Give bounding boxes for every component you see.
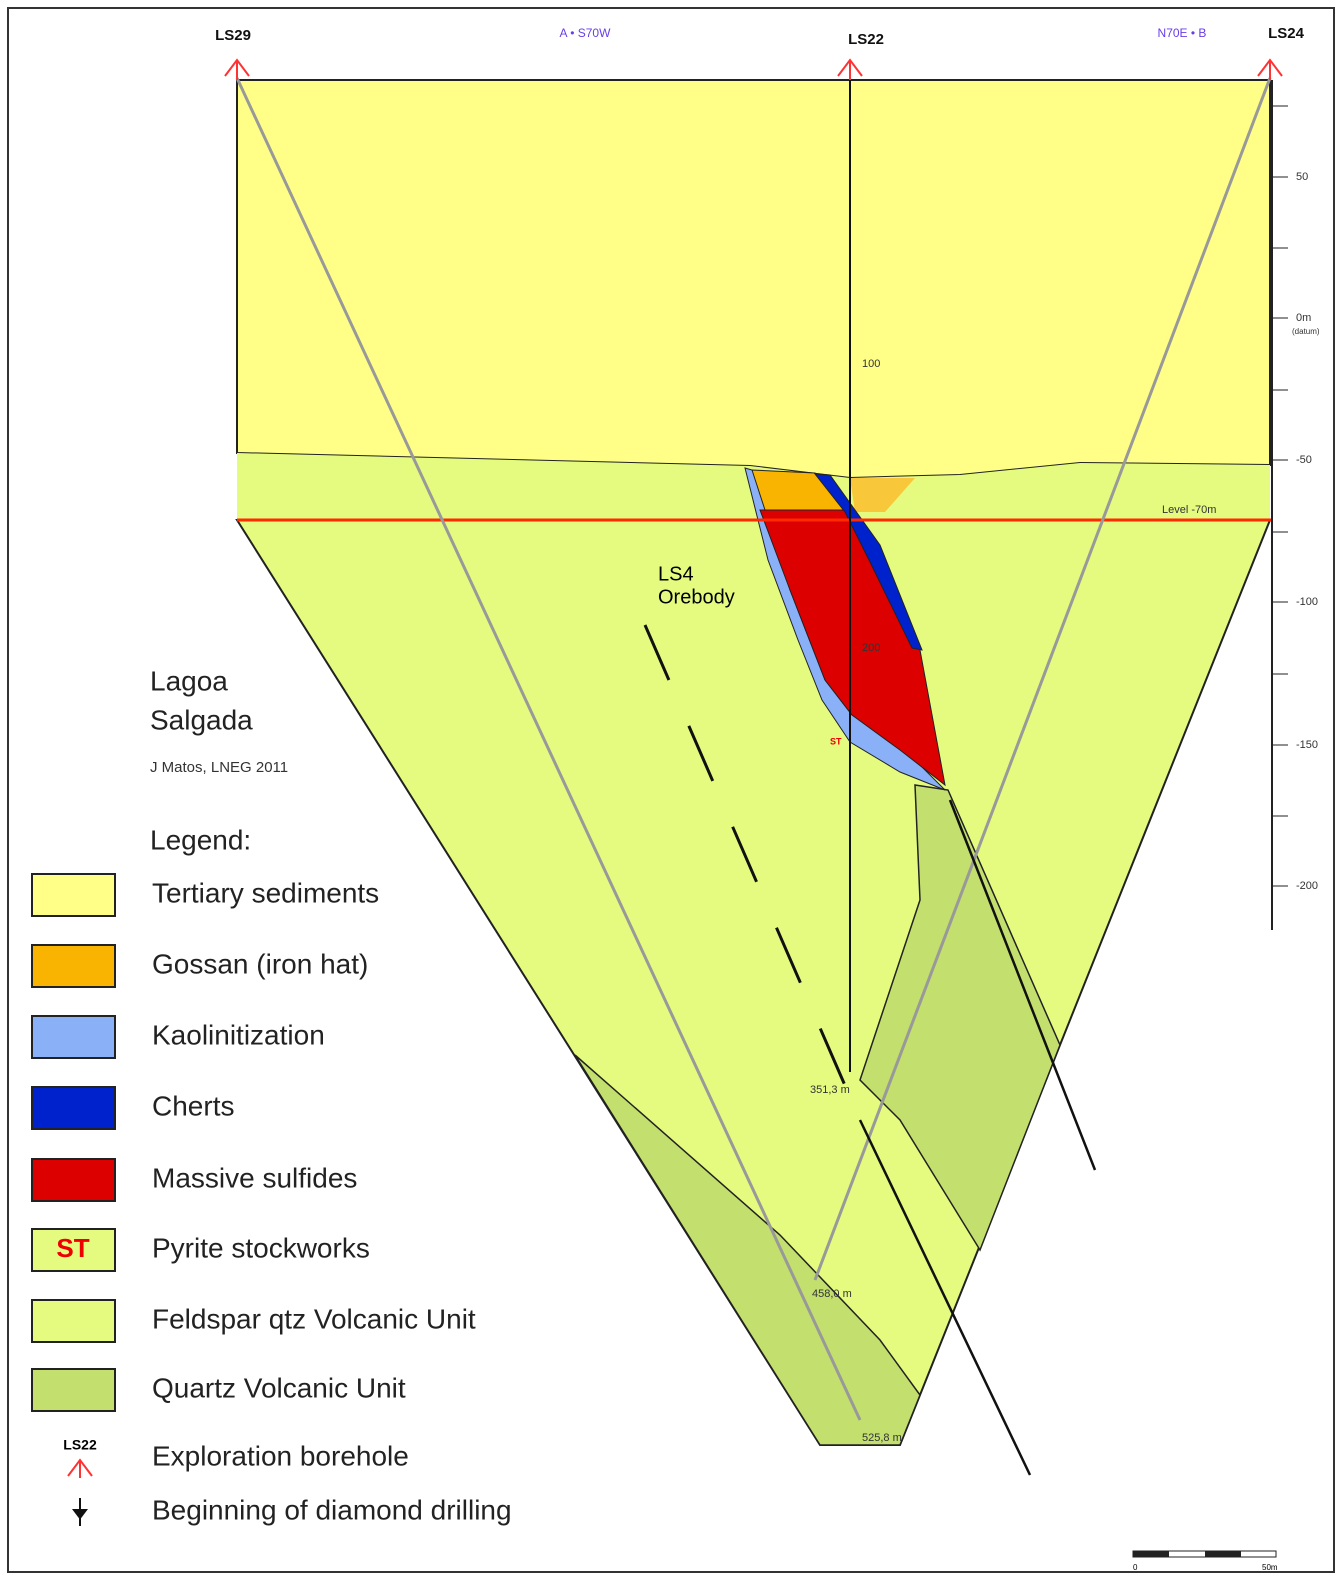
quartz-unit <box>859 784 1061 1252</box>
borehole-icon <box>67 1458 93 1478</box>
elevation-scale <box>1271 80 1288 930</box>
scale-bar: 0 50m <box>1132 1550 1278 1572</box>
legend-swatch <box>31 1015 116 1059</box>
elevation-label: -50 <box>1296 454 1312 466</box>
elevation-label: -200 <box>1296 880 1318 892</box>
swatch-label: ST <box>56 1233 89 1263</box>
legend-label: Kaolinitization <box>152 1019 325 1050</box>
title: Salgada <box>150 704 253 735</box>
borehole-label: LS29 <box>215 27 251 44</box>
depth-label: 200 <box>862 642 880 654</box>
legend-swatch <box>31 1299 116 1343</box>
legend-label: Exploration borehole <box>152 1440 409 1471</box>
orebody-label: LS4 <box>658 563 694 585</box>
scale-bar-fill <box>1133 1551 1241 1557</box>
boreholes <box>224 58 1283 1476</box>
scale-label: 0 <box>1133 1563 1138 1572</box>
depth-label: 525,8 m <box>862 1432 902 1444</box>
orebody-label: Orebody <box>658 586 735 608</box>
borehole-marker <box>224 58 250 80</box>
drill-icon <box>72 1498 88 1526</box>
borehole-ls24 <box>813 77 1272 1281</box>
legend-label: Cherts <box>152 1090 234 1121</box>
title: Lagoa <box>150 665 228 696</box>
borehole-ls29 <box>235 77 862 1421</box>
borehole-marker <box>837 58 863 80</box>
elevation-label: 0m <box>1296 312 1311 324</box>
legend-swatch <box>31 873 116 917</box>
gossan <box>850 478 915 512</box>
legend-label: Tertiary sediments <box>152 877 379 908</box>
scale-label: 50m <box>1262 1563 1278 1572</box>
legend-label: Beginning of diamond drilling <box>152 1494 512 1525</box>
stockwork-label: ST <box>830 736 842 746</box>
borehole-marker <box>1257 58 1283 80</box>
borehole-label: LS24 <box>1268 25 1305 42</box>
fault <box>948 799 1097 1171</box>
fault <box>858 1119 1032 1476</box>
swatch-label: LS22 <box>63 1437 97 1453</box>
depth-label: 458,0 m <box>812 1288 852 1300</box>
quartz-unit <box>574 1054 921 1446</box>
scale-ticks <box>1272 105 1288 887</box>
elevation-label: -150 <box>1296 739 1318 751</box>
elevation-label: (datum) <box>1292 327 1320 336</box>
legend-label: Quartz Volcanic Unit <box>152 1372 406 1403</box>
legend-swatch <box>31 1228 116 1272</box>
legend-swatch <box>31 1368 116 1412</box>
legend-label: Feldspar qtz Volcanic Unit <box>152 1303 476 1334</box>
level-label: Level -70m <box>1162 504 1216 516</box>
direction-label: N70E • B <box>1158 26 1207 40</box>
legend: Tertiary sediments Gossan (iron hat) Kaoli… <box>31 873 512 1526</box>
geology <box>235 79 1272 1446</box>
legend-label: Massive sulfides <box>152 1162 357 1193</box>
legend-swatch <box>31 1158 116 1202</box>
legend-swatch <box>31 1086 116 1130</box>
legend-title: Legend: <box>150 824 251 855</box>
depth-label: 351,3 m <box>810 1084 850 1096</box>
elevation-label: 50 <box>1296 171 1308 183</box>
legend-label: Pyrite stockworks <box>152 1232 370 1263</box>
legend-label: Gossan (iron hat) <box>152 948 368 979</box>
direction-label: A • S70W <box>560 26 612 40</box>
depth-label: 100 <box>862 358 880 370</box>
legend-swatch <box>31 944 116 988</box>
credit: J Matos, LNEG 2011 <box>150 759 288 776</box>
elevation-label: -100 <box>1296 596 1318 608</box>
tertiary-sediments <box>236 79 1271 480</box>
fault <box>643 624 862 1121</box>
borehole-label: LS22 <box>848 31 884 48</box>
